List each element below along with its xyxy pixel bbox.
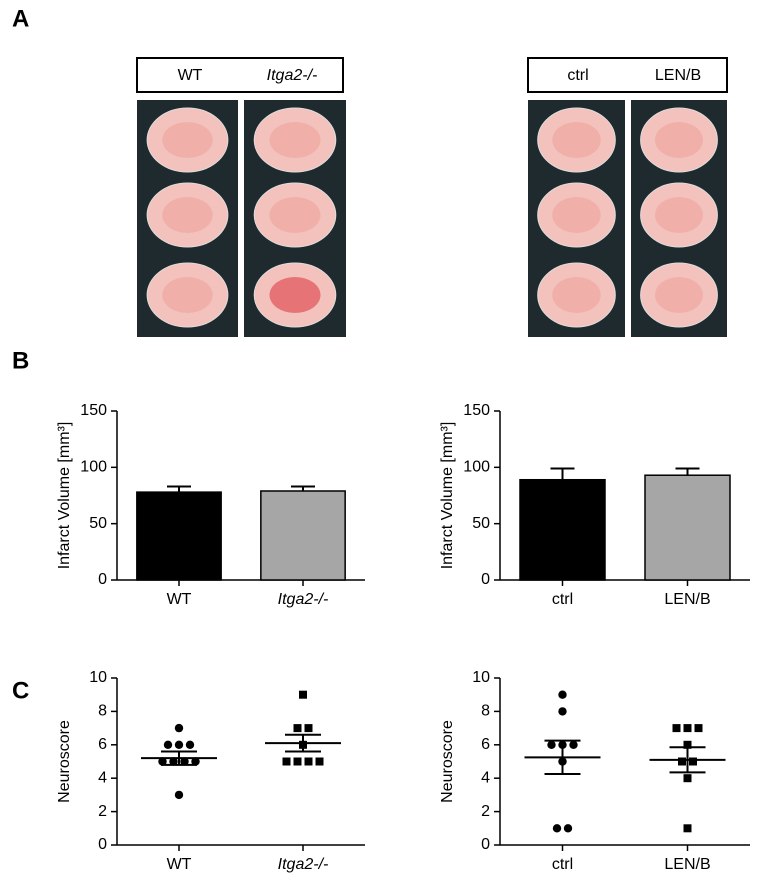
y-axis-label: Neuroscore	[439, 720, 456, 803]
y-tick-label: 0	[481, 571, 490, 588]
y-tick-label: 6	[481, 736, 490, 753]
y-tick-label: 50	[472, 515, 490, 532]
x-tick-label: WT	[167, 591, 192, 608]
y-tick-label: 50	[89, 515, 107, 532]
x-tick-label: ctrl	[552, 591, 573, 608]
y-axis-label: Infarct Volume [mm³]	[439, 422, 456, 570]
point	[180, 757, 189, 766]
y-tick-label: 10	[89, 669, 107, 686]
bar	[644, 474, 731, 581]
group-label: ctrl	[567, 67, 588, 84]
point	[185, 740, 195, 749]
brain-core	[162, 197, 213, 233]
y-tick-label: 4	[98, 769, 107, 786]
brain-core	[655, 122, 703, 158]
point	[169, 757, 178, 766]
y-tick-label: 150	[463, 402, 490, 419]
point	[569, 740, 578, 749]
y-tick-label: 8	[481, 703, 490, 720]
point	[683, 740, 692, 749]
x-tick-label: ctrl	[552, 856, 573, 873]
bar	[260, 490, 346, 581]
y-tick-label: 10	[472, 669, 490, 686]
y-axis-label: Infarct Volume [mm³]	[56, 422, 73, 570]
y-tick-label: 8	[98, 703, 107, 720]
point	[672, 724, 681, 733]
y-tick-label: 0	[98, 836, 107, 853]
x-tick-label: LEN/B	[664, 856, 710, 873]
point	[299, 690, 307, 699]
point	[552, 824, 562, 833]
brain-core	[269, 197, 321, 233]
point	[174, 723, 184, 733]
point	[304, 724, 313, 733]
point	[163, 740, 173, 749]
group-label: Itga2-/-	[267, 67, 318, 84]
y-tick-label: 2	[481, 803, 490, 820]
point	[293, 724, 302, 733]
x-tick-label: Itga2-/-	[278, 856, 329, 873]
y-tick-label: 100	[80, 459, 107, 476]
y-tick-label: 100	[463, 459, 490, 476]
point	[563, 824, 573, 833]
point	[558, 690, 567, 699]
point	[689, 757, 697, 766]
bar	[136, 491, 222, 581]
panel-label: A	[12, 5, 29, 32]
point	[678, 757, 686, 766]
label-box	[136, 57, 344, 93]
y-tick-label: 150	[80, 402, 107, 419]
y-tick-label: 4	[481, 769, 490, 786]
point	[293, 757, 302, 766]
brain-core	[552, 277, 601, 313]
x-tick-label: Itga2-/-	[278, 591, 329, 608]
y-axis-label: Neuroscore	[56, 720, 73, 803]
group-label: WT	[178, 67, 203, 84]
label-box	[527, 57, 728, 93]
x-tick-label: WT	[167, 856, 192, 873]
point	[174, 740, 184, 749]
y-tick-label: 6	[98, 736, 107, 753]
brain-core	[269, 122, 321, 158]
x-tick-label: LEN/B	[664, 591, 710, 608]
group-label: LEN/B	[655, 67, 701, 84]
panel-label: C	[12, 677, 29, 704]
brain-images	[137, 100, 727, 337]
brain-core	[162, 277, 213, 313]
point	[282, 757, 291, 766]
point	[683, 774, 692, 783]
point	[694, 724, 703, 733]
brain-core	[655, 197, 703, 233]
brain-core	[269, 277, 321, 313]
brain-core	[655, 277, 703, 313]
point	[158, 757, 167, 766]
bar	[519, 478, 606, 581]
y-tick-label: 0	[98, 571, 107, 588]
brain-core	[552, 197, 601, 233]
y-tick-label: 2	[98, 803, 107, 820]
point	[683, 724, 692, 733]
panel-label: B	[12, 347, 29, 374]
point	[558, 707, 567, 716]
point	[683, 824, 692, 833]
y-tick-label: 0	[481, 836, 490, 853]
brain-core	[162, 122, 213, 158]
point	[191, 757, 200, 766]
brain-core	[552, 122, 601, 158]
point	[304, 757, 313, 766]
point	[174, 790, 184, 800]
point	[315, 757, 324, 766]
point	[547, 740, 556, 749]
